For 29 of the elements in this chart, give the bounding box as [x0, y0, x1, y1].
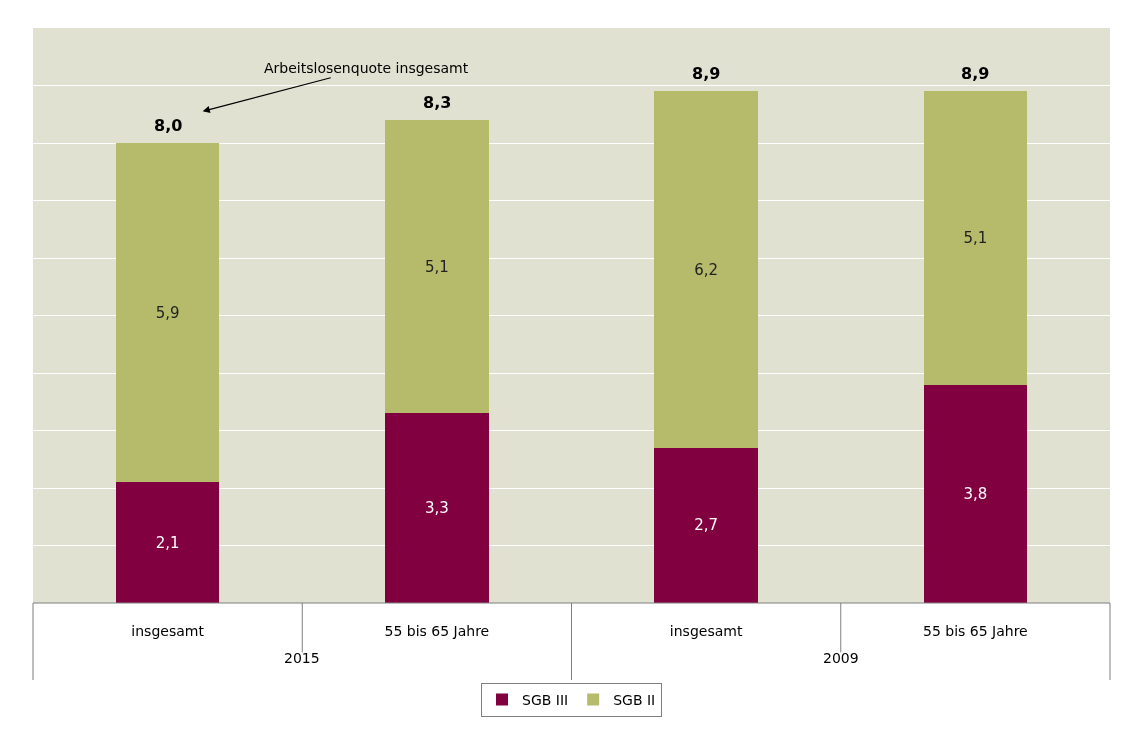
- total-label: 8,9: [692, 64, 721, 83]
- legend-label: SGB III: [522, 691, 569, 708]
- x-tick-label: insgesamt: [669, 623, 743, 639]
- data-label: 5,1: [963, 228, 988, 247]
- total-label: 8,9: [961, 64, 990, 83]
- bar: [385, 120, 489, 414]
- bar: [654, 447, 758, 603]
- text: 2009: [823, 650, 859, 666]
- data-label: 5,1: [424, 257, 449, 276]
- data-label: 3,8: [963, 484, 988, 503]
- data-label: 3,3: [424, 499, 449, 518]
- bar: [654, 91, 758, 448]
- x-tick-label: 55 bis 65 Jahre: [384, 623, 490, 639]
- x-tick-label: insgesamt: [131, 623, 205, 639]
- bar: [923, 384, 1028, 603]
- text: 2015: [284, 650, 320, 666]
- bar: [923, 91, 1028, 385]
- x-tick-label: 55 bis 65 Jahre: [923, 623, 1028, 639]
- bar: [385, 413, 489, 603]
- data-label: 6,2: [694, 260, 719, 279]
- data-label: 5,9: [155, 303, 180, 322]
- data-label: 2,1: [155, 533, 180, 552]
- data-label: 2,7: [694, 516, 719, 535]
- annotation: Arbeitslosenquote insgesamt: [264, 60, 469, 76]
- bar: [115, 482, 220, 603]
- legend-label: SGB II: [613, 691, 656, 708]
- total-label: 8,3: [423, 93, 452, 112]
- total-label: 8,0: [154, 116, 183, 135]
- bar: [115, 143, 220, 483]
